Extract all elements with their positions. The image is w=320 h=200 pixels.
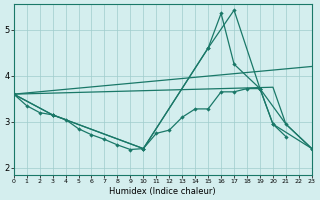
X-axis label: Humidex (Indice chaleur): Humidex (Indice chaleur) — [109, 187, 216, 196]
